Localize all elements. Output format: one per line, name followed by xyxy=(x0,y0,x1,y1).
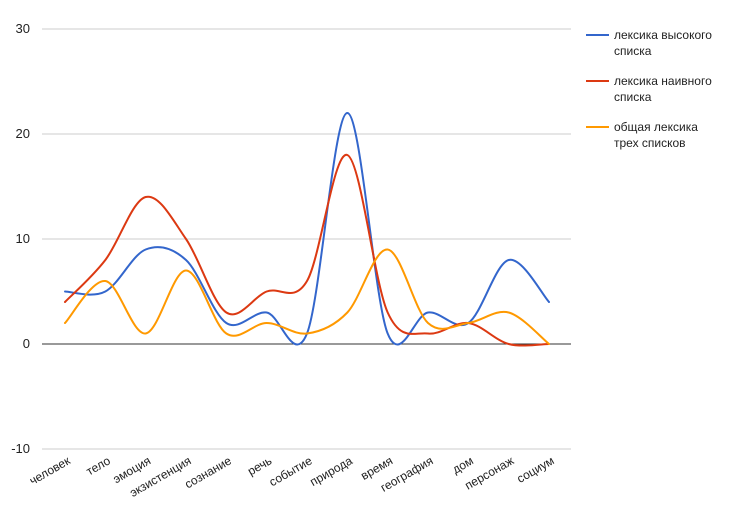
series-line-1 xyxy=(64,112,550,346)
legend-item: лексика высокого списка xyxy=(586,28,712,58)
legend-item: лексика наивного списка xyxy=(586,74,712,104)
y-tick-label: 0 xyxy=(23,336,30,351)
x-category-label: дом xyxy=(450,453,476,476)
series-line-2 xyxy=(64,154,550,347)
series-line-3 xyxy=(64,248,550,345)
x-category-label: человек xyxy=(27,453,73,488)
x-category-label: природа xyxy=(307,453,355,489)
y-tick-label: 30 xyxy=(16,21,30,36)
legend: лексика высокого списка лексика наивного сп… xyxy=(586,28,712,150)
x-category-label: тело xyxy=(84,453,113,478)
x-category-label: сознание xyxy=(182,453,234,491)
y-tick-label: -10 xyxy=(11,441,30,456)
legend-label: лексика высокого xyxy=(614,28,712,42)
legend-label: списка xyxy=(614,90,652,104)
legend-label: списка xyxy=(614,44,652,58)
y-tick-label: 20 xyxy=(16,126,30,141)
gridlines xyxy=(42,28,571,450)
legend-label: лексика наивного xyxy=(614,74,712,88)
series-lines xyxy=(64,112,550,347)
legend-label: трех списков xyxy=(614,136,686,150)
x-category-label: социум xyxy=(514,453,556,485)
legend-label: общая лексика xyxy=(614,120,698,134)
y-tick-label: 10 xyxy=(16,231,30,246)
y-axis-ticks: 30 20 10 0 -10 xyxy=(11,21,30,456)
x-category-label: событие xyxy=(267,453,315,489)
legend-item: общая лексика трех списков xyxy=(586,120,698,150)
